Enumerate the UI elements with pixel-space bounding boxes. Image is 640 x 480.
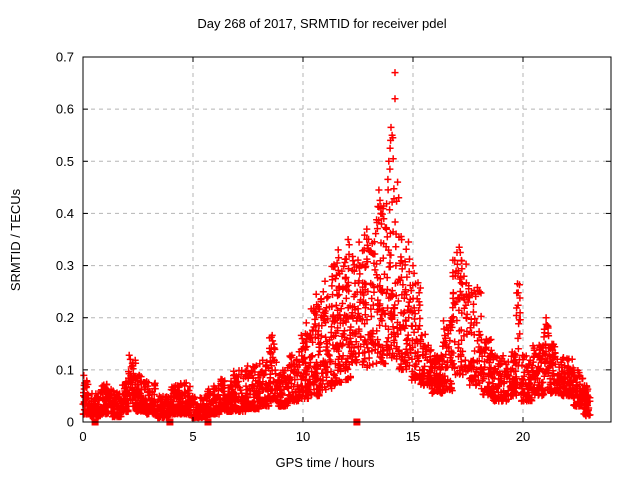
x-tick-label: 20 bbox=[516, 429, 530, 444]
y-tick-label: 0.7 bbox=[56, 50, 74, 65]
y-tick-label: 0.2 bbox=[56, 310, 74, 325]
y-tick-label: 0.1 bbox=[56, 362, 74, 377]
y-tick-label: 0 bbox=[67, 415, 74, 430]
chart-title: Day 268 of 2017, SRMTID for receiver pde… bbox=[197, 16, 446, 31]
y-tick-label: 0.5 bbox=[56, 154, 74, 169]
y-tick-label: 0.3 bbox=[56, 258, 74, 273]
x-tick-label: 5 bbox=[189, 429, 196, 444]
x-axis-label: GPS time / hours bbox=[276, 455, 375, 470]
x-tick-label: 10 bbox=[296, 429, 310, 444]
y-axis-label: SRMTID / TECUs bbox=[8, 188, 23, 291]
y-tick-label: 0.4 bbox=[56, 206, 74, 221]
y-tick-label: 0.6 bbox=[56, 102, 74, 117]
x-tick-label: 0 bbox=[79, 429, 86, 444]
scatter-points bbox=[79, 69, 594, 422]
plot-graphics: 0 5 10 15 20 0 0.1 0.2 0.3 0.4 0.5 0.6 0.7 bbox=[56, 50, 612, 444]
x-tick-label: 15 bbox=[406, 429, 420, 444]
plot-border bbox=[82, 56, 612, 423]
